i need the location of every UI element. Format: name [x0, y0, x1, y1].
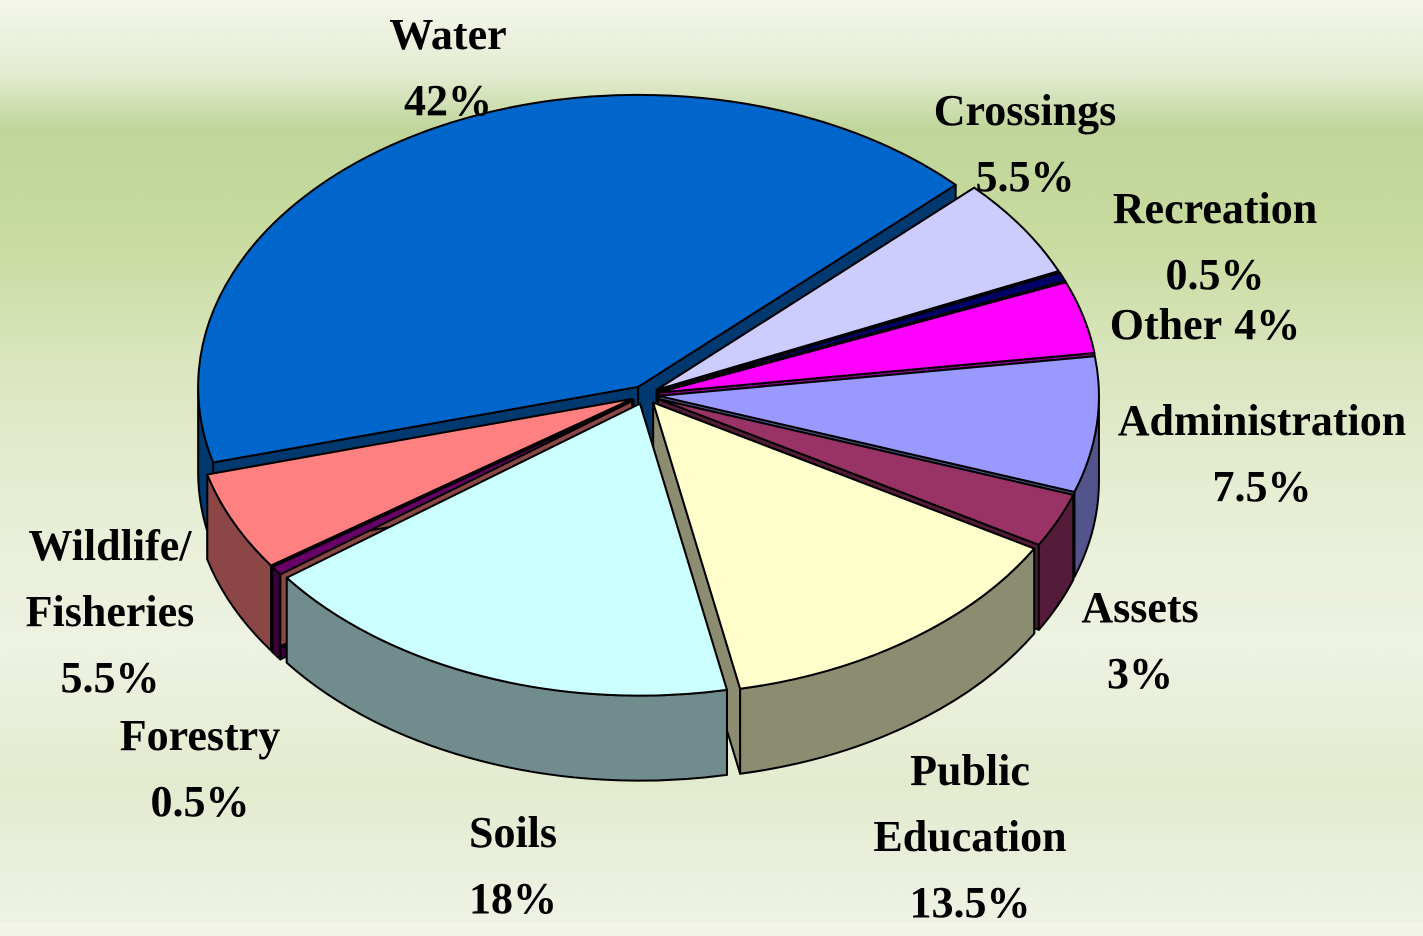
slice-name: Other: [1110, 292, 1222, 358]
slice-value: 42%: [298, 68, 598, 134]
slice-name: Soils: [413, 800, 613, 866]
slice-value: 4%: [1234, 292, 1300, 358]
slice-wall: [272, 567, 280, 659]
slice-name: Public Education: [850, 738, 1090, 870]
page: (() => { const data = JSON.parse(documen…: [0, 0, 1423, 922]
slice-name: Water: [298, 2, 598, 68]
slice-name: Recreation: [1065, 176, 1365, 242]
slice-name: Assets: [1015, 575, 1265, 641]
slice-name: Crossings: [875, 78, 1175, 144]
slice-name: Wildlife/ Fisheries: [10, 513, 210, 645]
slice-value: 0.5%: [75, 769, 325, 835]
slice-value: 18%: [413, 866, 613, 932]
slice-value: 3%: [1015, 641, 1265, 707]
slice-value: 5.5%: [10, 645, 210, 711]
slice-name: Administration: [1092, 388, 1423, 454]
slice-name: Forestry: [75, 703, 325, 769]
slice-value: 13.5%: [850, 870, 1090, 936]
slice-value: 7.5%: [1092, 454, 1423, 520]
